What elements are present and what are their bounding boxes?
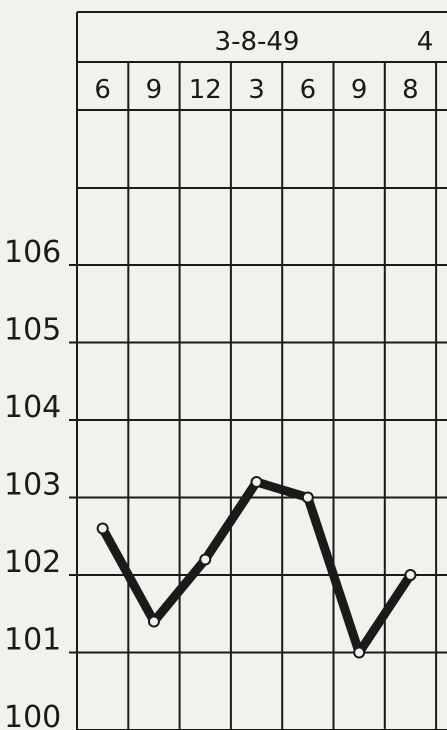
date-label: 4 — [417, 27, 434, 57]
y-tick-label: 100 — [4, 700, 61, 730]
time-label: 3 — [248, 75, 265, 105]
time-label: 8 — [402, 75, 419, 105]
time-label: 9 — [146, 75, 163, 105]
time-label: 6 — [94, 75, 111, 105]
y-tick-label: 102 — [4, 545, 61, 580]
data-point — [250, 476, 263, 488]
time-label: 6 — [300, 75, 317, 105]
time-label: 9 — [351, 75, 368, 105]
y-tick-label: 106 — [4, 235, 61, 270]
y-tick-label: 104 — [4, 390, 61, 425]
y-tick-label: 101 — [4, 623, 61, 658]
date-label: 3-8-49 — [215, 27, 300, 57]
time-label: 12 — [189, 75, 222, 105]
data-point — [353, 646, 366, 659]
data-point — [147, 615, 160, 628]
y-tick-label: 105 — [4, 313, 61, 348]
data-point — [301, 491, 314, 504]
data-point — [404, 569, 417, 581]
data-point — [199, 553, 212, 566]
data-point — [96, 522, 109, 535]
y-tick-label: 103 — [4, 468, 61, 503]
